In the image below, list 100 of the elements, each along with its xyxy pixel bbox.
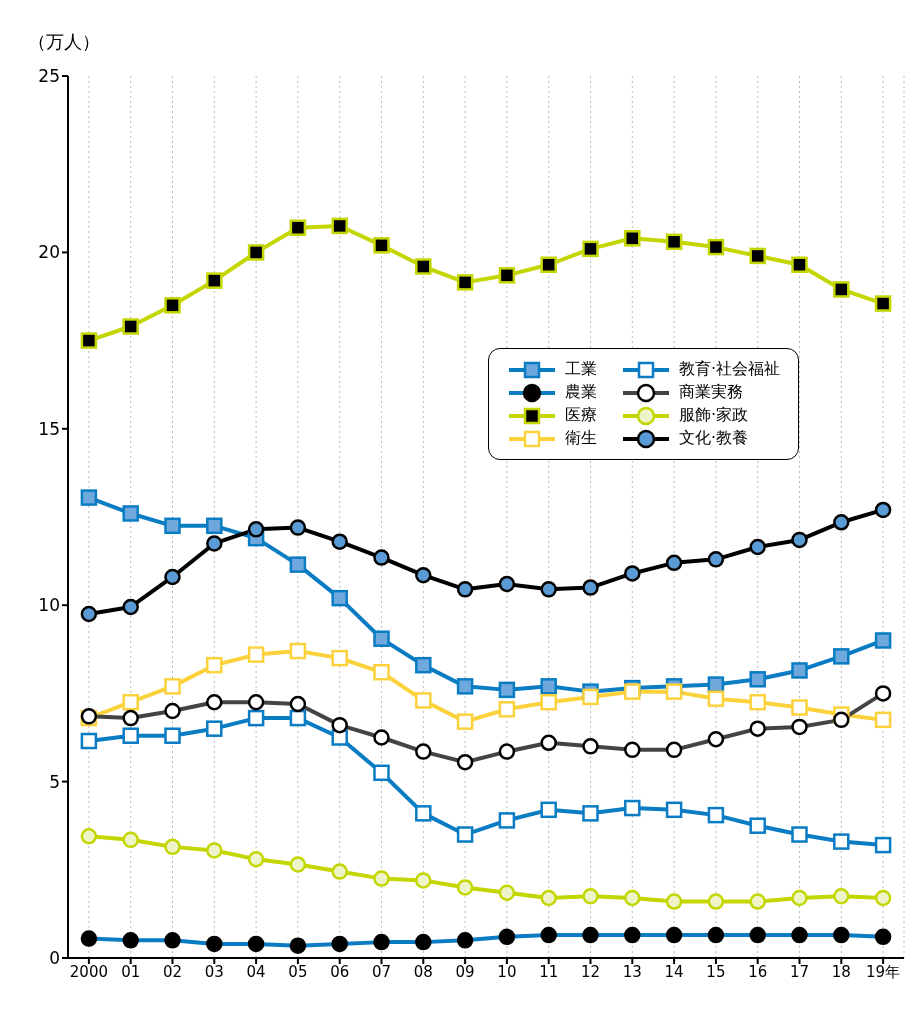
point [582,888,599,905]
point [749,893,766,910]
point [791,662,808,679]
x-tick-label: 05 [288,962,308,981]
point [331,649,348,667]
point [164,297,181,314]
point [289,556,307,573]
point [206,517,223,535]
point [498,701,516,718]
x-tick-label: 18 [831,962,851,981]
point [331,729,348,746]
x-tick-label: 14 [664,962,684,981]
point [415,872,432,889]
x-tick-label: 15 [706,962,726,981]
point [749,693,766,711]
point [540,801,557,819]
point [791,699,808,716]
point [331,589,348,607]
point [415,805,432,822]
legend-label: 工業 [565,359,597,380]
x-tick-label: 16 [748,962,768,981]
point [122,318,139,335]
point [833,281,850,298]
point [206,272,223,289]
point [624,565,641,582]
point [540,678,557,695]
point [874,836,892,854]
point [122,505,139,522]
x-tick-label: 07 [371,962,392,981]
point [791,531,808,549]
point [247,521,265,538]
y-tick-label: 15 [38,418,60,439]
point [164,517,181,535]
point [665,801,683,819]
point [164,838,181,856]
x-tick-label: 2000 [69,962,108,981]
x-tick-label: 04 [246,962,266,981]
point [582,688,599,706]
point [289,856,307,873]
y-tick-label: 0 [49,948,60,969]
point [456,274,474,291]
point [498,812,516,829]
point [498,575,516,593]
point [456,581,474,598]
point [247,709,265,727]
point [247,244,265,261]
point [164,727,181,744]
point [206,842,223,859]
point [331,217,348,235]
point [624,683,641,700]
point [289,709,307,727]
point [415,566,432,584]
point [874,295,892,312]
y-tick-label: 10 [38,595,60,616]
y-tick-label: 5 [49,771,60,792]
point [749,671,766,688]
legend-label: 商業実務 [679,382,743,403]
point [707,551,725,568]
point [289,519,307,536]
point [791,826,808,843]
point [498,681,516,699]
point [498,267,516,284]
point [456,678,474,695]
point [122,831,139,849]
legend-label: 教育·社会福祉 [679,359,781,380]
point [707,893,725,910]
point [833,888,850,905]
y-axis-title: （万人） [28,30,100,54]
point [373,630,390,647]
point [707,806,725,824]
point [874,501,892,519]
point [456,713,474,730]
x-tick-label: 03 [204,962,224,981]
point [122,727,139,744]
point [540,693,557,711]
point [874,711,892,729]
point [206,535,223,552]
x-tick-label: 19年 [866,962,901,981]
point [833,648,850,665]
y-tick-label: 20 [38,242,60,263]
point [164,678,181,695]
point [582,240,599,258]
point [624,889,641,907]
point [122,693,139,711]
point [80,489,98,506]
point [833,514,850,531]
point [206,720,223,737]
point [289,219,307,236]
point [415,258,432,275]
point [707,690,725,707]
point [665,683,683,700]
point [80,605,98,623]
x-tick-label: 10 [497,962,517,981]
x-tick-label: 01 [121,962,141,981]
point [582,579,599,596]
point [665,893,683,910]
point [415,692,432,709]
point [331,533,348,550]
point [80,732,98,750]
point [80,828,98,845]
